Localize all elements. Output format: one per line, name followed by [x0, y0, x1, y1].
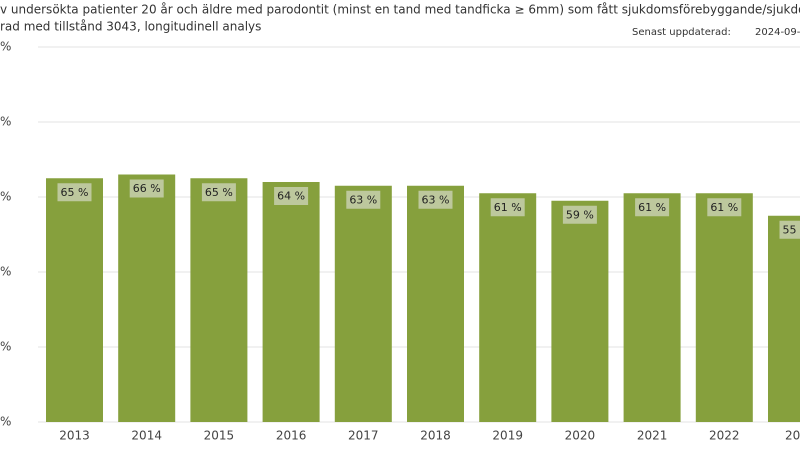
- y-tick-label: %: [0, 265, 11, 279]
- value-label: 61 %: [710, 201, 738, 214]
- bar: [118, 174, 176, 422]
- bar: [551, 200, 609, 422]
- value-label-box: [418, 190, 453, 209]
- value-label-box: [562, 205, 597, 224]
- bar: [623, 193, 681, 422]
- updated-date: 2024-09-0: [755, 27, 800, 38]
- chart-title: v undersökta patienter 20 år och äldre m…: [0, 3, 800, 17]
- value-label-box: [707, 198, 742, 217]
- y-tick-label: %: [0, 415, 11, 429]
- bar: [190, 178, 248, 422]
- value-label: 65 %: [61, 186, 89, 199]
- value-label: 64 %: [277, 190, 305, 203]
- value-label: 61 %: [494, 201, 522, 214]
- x-tick-label: 2016: [276, 429, 307, 443]
- bar: [262, 182, 320, 422]
- x-tick-label: 2013: [59, 429, 90, 443]
- value-label: 55 %: [783, 223, 800, 236]
- value-label-box: [129, 179, 164, 198]
- x-tick-label: 202: [785, 429, 800, 443]
- y-tick-label: %: [0, 190, 11, 204]
- value-label-box: [201, 183, 236, 202]
- y-tick-label: %: [0, 340, 11, 354]
- value-label: 65 %: [205, 186, 233, 199]
- updated-label: Senast uppdaterad:: [632, 27, 731, 38]
- bar: [46, 178, 103, 422]
- y-tick-label: %: [0, 40, 11, 54]
- x-tick-label: 2015: [204, 429, 235, 443]
- value-label-box: [346, 190, 381, 209]
- x-tick-label: 2021: [637, 429, 668, 443]
- x-tick-label: 2017: [348, 429, 379, 443]
- value-label: 66 %: [133, 182, 161, 195]
- value-label-box: [57, 183, 92, 202]
- value-label-box: [490, 198, 525, 217]
- value-label-box: [274, 187, 309, 205]
- y-tick-label: %: [0, 115, 11, 129]
- x-tick-label: 2014: [131, 429, 162, 443]
- value-label: 61 %: [638, 201, 666, 214]
- bar: [479, 193, 537, 422]
- bar: [334, 185, 392, 422]
- value-label-box: [635, 198, 670, 217]
- x-tick-label: 2022: [709, 429, 740, 443]
- bar: [695, 193, 753, 422]
- value-label: 63 %: [422, 193, 450, 206]
- bar: [768, 215, 800, 422]
- x-tick-label: 2019: [492, 429, 523, 443]
- value-label: 63 %: [349, 193, 377, 206]
- bar: [407, 185, 464, 422]
- value-label-box: [779, 220, 800, 239]
- chart-subtitle: rad med tillstånd 3043, longitudinell an…: [0, 20, 261, 34]
- x-tick-label: 2018: [420, 429, 451, 443]
- value-label: 59 %: [566, 208, 594, 221]
- x-tick-label: 2020: [565, 429, 596, 443]
